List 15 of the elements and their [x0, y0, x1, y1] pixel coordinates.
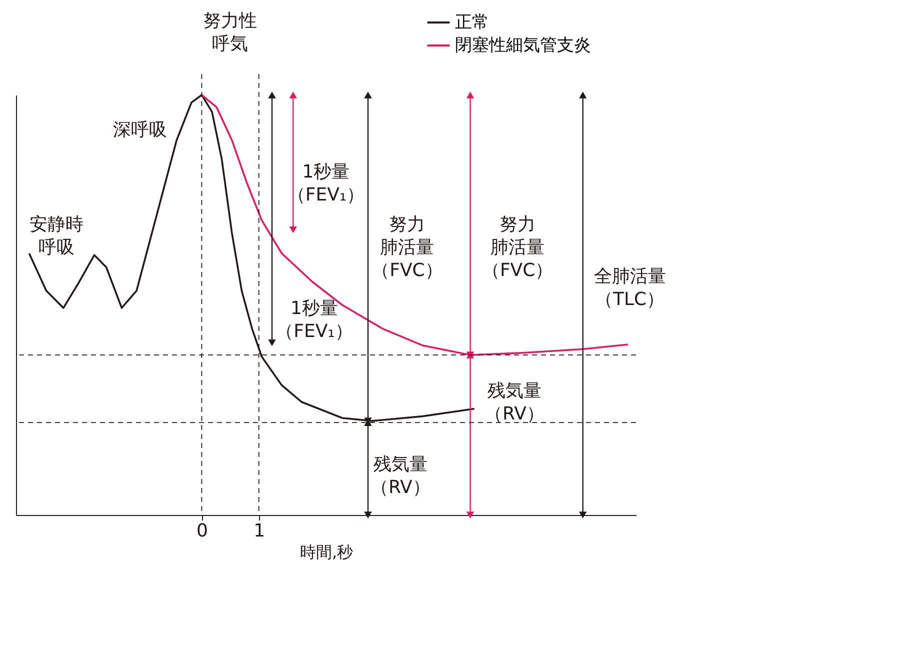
- annotation: 深呼吸: [113, 120, 167, 141]
- x-axis-title: 時間,秒: [300, 542, 354, 562]
- annotation: 残気量（RV）: [370, 454, 430, 498]
- annotation: 全肺活量（TLC）: [594, 266, 666, 310]
- text: 努力性呼気: [202, 10, 257, 54]
- annotation: 1秒量（FEV₁）: [287, 162, 365, 206]
- annotation: 努力肺活量（FVC）: [482, 214, 554, 282]
- legend-label: 正常: [455, 12, 489, 32]
- annotation: 努力肺活量（FVC）: [372, 214, 443, 282]
- legend-label: 閉塞性細気管支炎: [455, 36, 591, 56]
- annotation: 残気量（RV）: [484, 380, 544, 425]
- annotation: 1秒量（FEV₁）: [276, 298, 353, 342]
- x-tick-label: 1: [254, 520, 266, 542]
- annotation: 安静時呼吸: [29, 214, 84, 258]
- x-tick-label: 0: [196, 520, 208, 542]
